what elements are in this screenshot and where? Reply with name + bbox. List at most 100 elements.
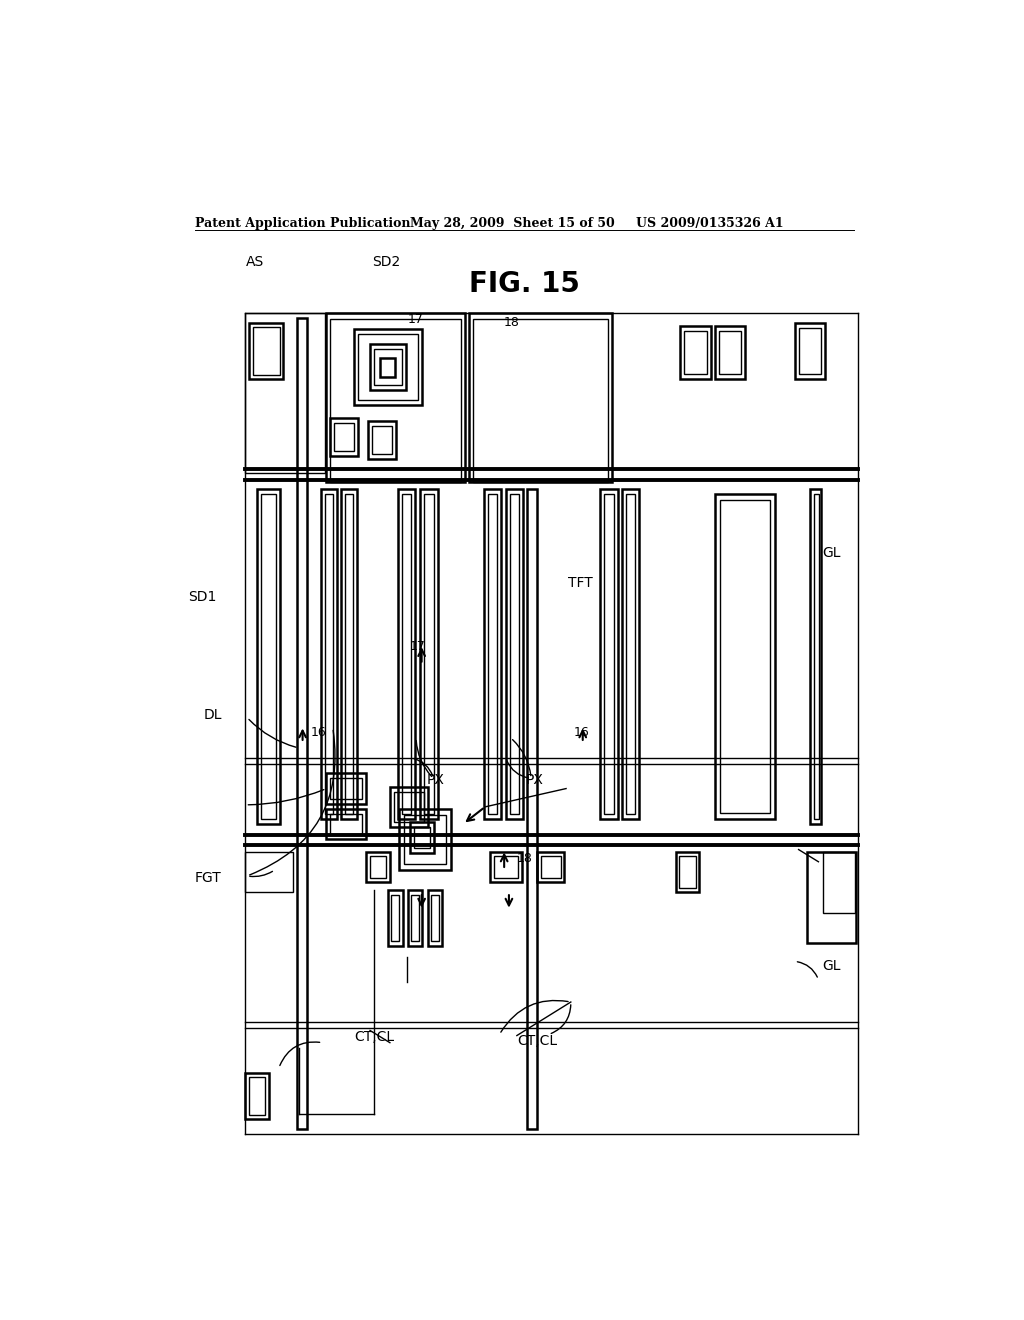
Bar [246,313,325,474]
Bar [469,313,612,482]
Bar [331,417,358,457]
Bar [715,326,745,379]
Bar [473,319,608,482]
Bar [807,851,856,942]
Bar [261,494,275,818]
Bar [373,426,392,454]
Bar [431,895,439,941]
FancyArrowPatch shape [280,1041,319,1065]
Bar [622,488,639,818]
Bar [404,814,446,863]
Bar [399,809,451,870]
Text: TFT: TFT [568,577,593,590]
Bar [604,494,613,814]
Bar [409,890,423,946]
Bar [246,851,293,892]
Text: GL: GL [822,960,841,973]
Bar [428,890,442,946]
Text: May 28, 2009  Sheet 15 of 50: May 28, 2009 Sheet 15 of 50 [410,218,614,231]
Text: Patent Application Publication: Patent Application Publication [196,218,411,231]
Text: 17: 17 [408,313,423,326]
Bar [327,313,465,482]
Bar [795,323,824,379]
Bar [506,488,523,818]
FancyArrowPatch shape [416,741,431,776]
Text: DL: DL [203,709,221,722]
Bar [814,494,819,818]
Bar [541,855,560,878]
Bar [250,1077,265,1115]
Bar [331,319,462,482]
Bar [394,792,424,822]
Text: AS: AS [246,255,264,269]
Text: 17: 17 [410,640,426,653]
Bar [600,488,617,818]
Bar [823,851,855,912]
Text: 18: 18 [504,317,519,329]
Bar [345,494,352,814]
Bar [257,488,280,824]
Bar [626,494,635,814]
Bar [388,890,402,946]
Text: SD1: SD1 [188,590,217,605]
Bar [354,329,422,405]
Bar [410,822,433,853]
Bar [489,851,521,882]
Bar [510,494,519,814]
Bar [334,422,354,451]
Text: GL: GL [822,545,841,560]
Bar [397,488,416,818]
Bar [370,855,386,878]
FancyArrowPatch shape [248,789,324,805]
Text: FIG. 15: FIG. 15 [469,271,581,298]
Text: FGT: FGT [195,871,221,884]
Bar [250,323,283,379]
Bar [679,855,696,888]
Text: 16: 16 [310,726,327,739]
Bar [391,895,399,941]
FancyArrowPatch shape [551,1005,570,1034]
Bar [331,779,362,799]
Bar [380,358,395,378]
Bar [325,494,333,814]
Bar [715,494,775,818]
Bar [358,334,418,400]
Bar [494,855,518,878]
Bar [327,774,367,804]
FancyArrowPatch shape [249,719,296,747]
FancyArrowPatch shape [414,759,433,776]
Text: CT,CL: CT,CL [354,1030,394,1044]
Text: 18: 18 [517,851,532,865]
Bar [487,494,497,814]
Bar [424,494,433,814]
Bar [684,331,707,374]
Text: 16: 16 [573,726,589,739]
Bar [537,851,564,882]
Bar [527,488,538,1129]
FancyArrowPatch shape [513,739,530,776]
FancyArrowPatch shape [501,1001,568,1032]
Bar [799,329,821,374]
Bar [374,350,401,385]
Bar [341,488,356,818]
FancyArrowPatch shape [798,962,817,977]
Bar [370,345,406,391]
FancyArrowPatch shape [250,871,272,876]
FancyArrowPatch shape [507,760,528,777]
Bar [369,421,396,459]
Bar [811,488,821,824]
Bar [297,318,307,1129]
FancyArrowPatch shape [250,730,335,875]
Text: PX: PX [426,772,444,787]
Text: PX: PX [525,772,544,787]
Bar [414,828,430,847]
Bar [367,851,390,882]
Text: US 2009/0135326 A1: US 2009/0135326 A1 [636,218,783,231]
Bar [680,326,711,379]
Bar [720,500,770,813]
Bar [246,1073,269,1119]
Bar [719,331,741,374]
Bar [321,488,337,818]
Text: SD2: SD2 [372,255,400,269]
Bar [401,494,412,814]
